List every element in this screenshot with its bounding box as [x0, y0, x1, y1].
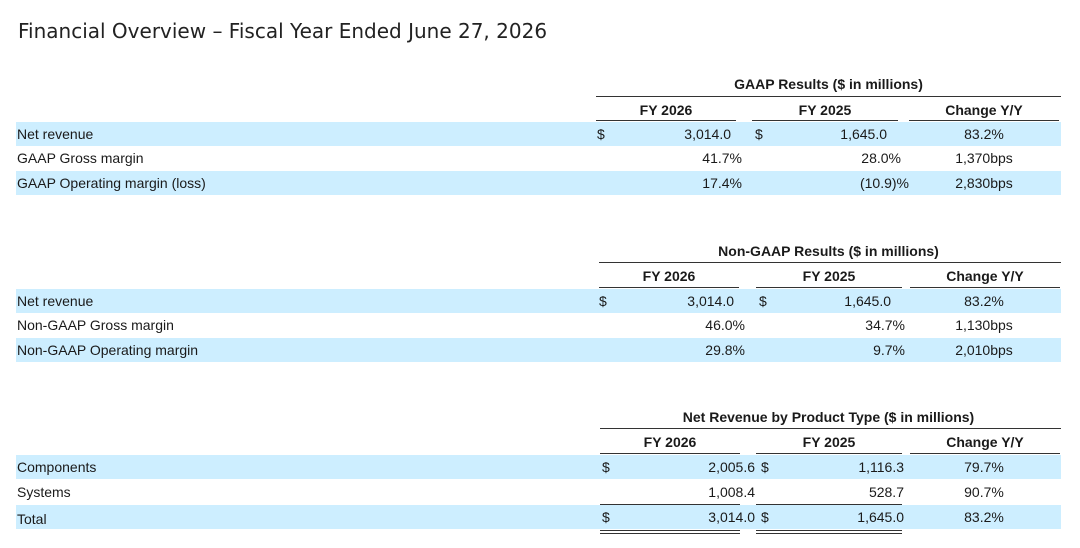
currency-sign: $ — [599, 293, 607, 309]
column-rule — [910, 287, 1060, 288]
fy2026-value: 3,014.0 — [687, 293, 734, 309]
row-label: GAAP Operating margin (loss) — [17, 175, 206, 191]
row-label: Systems — [17, 484, 71, 500]
row-label: Components — [17, 459, 97, 475]
header-rule — [596, 96, 1061, 97]
change-value: 83.2% — [964, 293, 1004, 309]
row-label: GAAP Gross margin — [17, 150, 144, 166]
column-header-change: Change Y/Y — [946, 434, 1024, 450]
total-double-rule — [756, 530, 902, 531]
fy2026-value: 3,014.0 — [708, 509, 755, 525]
row-label: Net revenue — [17, 126, 94, 142]
column-rule — [756, 453, 902, 454]
table-row: Components $ 2,005.6 $ 1,116.3 79.7% — [16, 455, 1061, 479]
change-value: 1,370bps — [955, 150, 1013, 166]
column-header-fy2025: FY 2025 — [802, 434, 856, 450]
table-row: Non-GAAP Gross margin 46.0% 34.7% 1,130b… — [16, 313, 1061, 337]
table-title: Non-GAAP Results ($ in millions) — [718, 243, 939, 259]
change-value: 2,830bps — [955, 175, 1013, 191]
table-row: GAAP Operating margin (loss) 17.4% (10.9… — [16, 171, 1061, 195]
fy2026-value: 29.8% — [705, 342, 745, 358]
fy2026-value: 1,008.4 — [708, 484, 755, 500]
table-title: GAAP Results ($ in millions) — [734, 76, 923, 92]
change-value: 83.2% — [964, 126, 1004, 142]
change-value: 90.7% — [964, 484, 1004, 500]
column-rule — [599, 287, 739, 288]
page-title: Financial Overview – Fiscal Year Ended J… — [18, 19, 548, 43]
currency-sign: $ — [759, 293, 767, 309]
table-row: Systems 1,008.4 528.7 90.7% — [16, 480, 1061, 504]
currency-sign: $ — [602, 459, 610, 475]
fy2025-value: 528.7 — [868, 484, 904, 500]
currency-sign: $ — [761, 459, 769, 475]
table-row: GAAP Gross margin 41.7% 28.0% 1,370bps — [16, 146, 1061, 170]
column-rule — [910, 453, 1060, 454]
column-header-fy2026: FY 2026 — [643, 434, 697, 450]
column-rule — [909, 120, 1059, 121]
fy2026-value: 17.4% — [702, 175, 742, 191]
column-header-fy2026: FY 2026 — [642, 268, 696, 284]
column-header-fy2026: FY 2026 — [639, 102, 693, 118]
fy2025-value: 1,645.0 — [844, 293, 891, 309]
fy2025-value: 1,645.0 — [857, 509, 904, 525]
fy2025-value: 9.7% — [873, 342, 905, 358]
table-row: Net revenue $ 3,014.0 $ 1,645.0 83.2% — [16, 289, 1061, 313]
column-header-fy2025: FY 2025 — [798, 102, 852, 118]
header-rule — [600, 428, 1061, 429]
currency-sign: $ — [602, 509, 610, 525]
fy2025-value: 1,116.3 — [858, 459, 904, 475]
row-label: Total — [17, 511, 47, 527]
fy2025-value: 28.0% — [861, 150, 901, 166]
row-label: Non-GAAP Operating margin — [17, 342, 199, 358]
change-value: 2,010bps — [955, 342, 1013, 358]
table-row: Net revenue $ 3,014.0 $ 1,645.0 83.2% — [16, 122, 1061, 146]
row-label: Net revenue — [17, 293, 94, 309]
change-value: 1,130bps — [955, 317, 1013, 333]
column-header-fy2025: FY 2025 — [802, 268, 856, 284]
total-double-rule — [600, 530, 740, 531]
fy2025-value: 34.7% — [865, 317, 905, 333]
currency-sign: $ — [755, 126, 763, 142]
fy2026-value: 2,005.6 — [708, 459, 755, 475]
column-rule — [596, 120, 736, 121]
fy2025-value: 1,645.0 — [840, 126, 887, 142]
subtotal-rule — [756, 504, 902, 505]
column-rule — [600, 453, 740, 454]
header-rule — [599, 262, 1061, 263]
row-label: Non-GAAP Gross margin — [17, 317, 174, 333]
column-rule — [756, 287, 902, 288]
fy2026-value: 46.0% — [705, 317, 745, 333]
total-double-rule — [600, 533, 740, 534]
column-header-change: Change Y/Y — [946, 268, 1024, 284]
table-row-total: Total $ 3,014.0 $ 1,645.0 83.2% — [16, 505, 1061, 529]
total-double-rule — [756, 533, 902, 534]
change-value: 83.2% — [964, 509, 1004, 525]
change-value: 79.7% — [964, 459, 1004, 475]
fy2026-value: 3,014.0 — [684, 126, 731, 142]
subtotal-rule — [600, 504, 740, 505]
table-title: Net Revenue by Product Type ($ in millio… — [682, 409, 975, 425]
fy2026-value: 41.7% — [702, 150, 742, 166]
column-rule — [752, 120, 898, 121]
currency-sign: $ — [597, 126, 605, 142]
column-header-change: Change Y/Y — [945, 102, 1023, 118]
fy2025-value: (10.9)% — [859, 175, 909, 191]
table-row: Non-GAAP Operating margin 29.8% 9.7% 2,0… — [16, 338, 1061, 362]
currency-sign: $ — [761, 509, 769, 525]
